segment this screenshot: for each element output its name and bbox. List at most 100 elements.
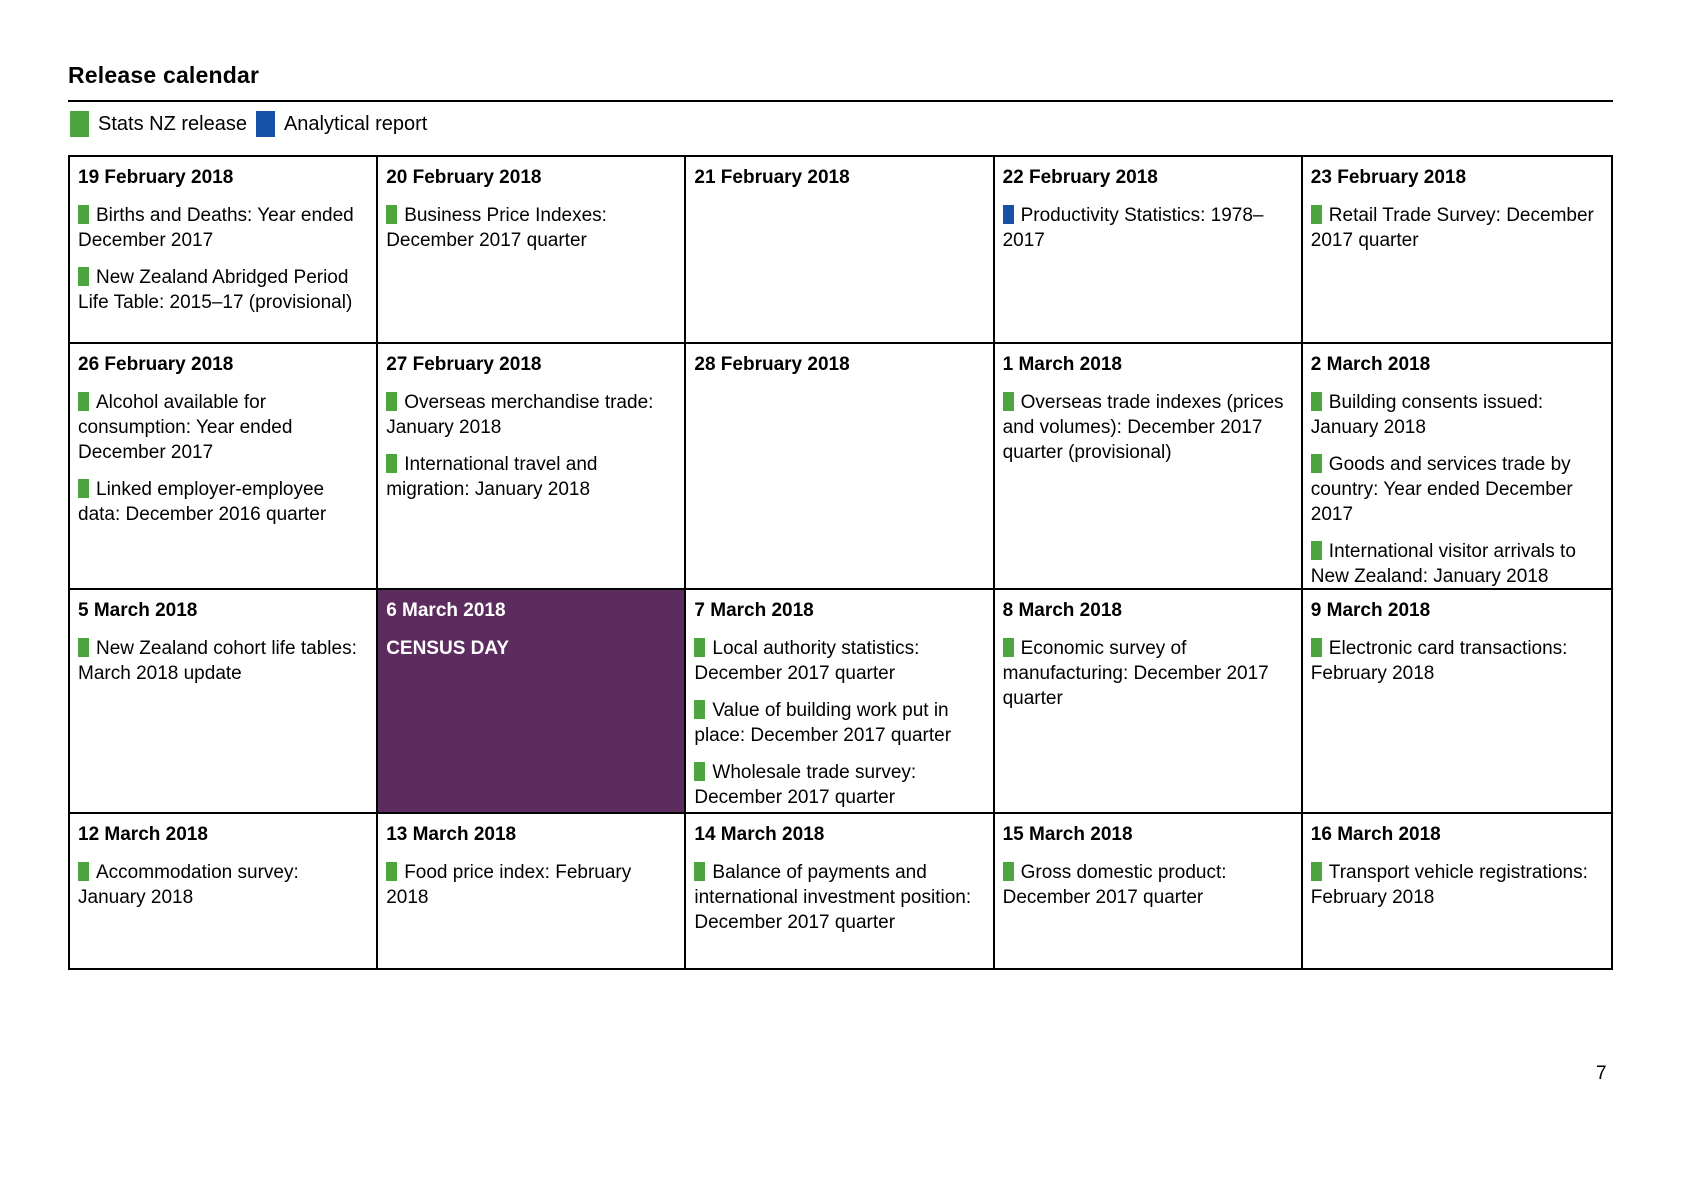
release-item: Goods and services trade by country: Yea… xyxy=(1310,452,1597,527)
stats-nz-release-marker-icon xyxy=(694,638,706,657)
stats-nz-release-marker-icon xyxy=(386,454,398,473)
release-item: Linked employer-employee data: December … xyxy=(78,477,362,527)
calendar-cell: 20 February 2018 Business Price Indexes: … xyxy=(378,157,687,344)
release-item: Retail Trade Survey: December 2017 quart… xyxy=(1310,203,1597,253)
release-legend: Stats NZ release Analytical report xyxy=(70,111,427,137)
release-item-text: International travel and migration: Janu… xyxy=(386,454,598,500)
release-item: Gross domestic product: December 2017 qu… xyxy=(1002,860,1287,910)
release-item-text: Retail Trade Survey: December 2017 quart… xyxy=(1310,205,1594,251)
release-item: Electronic card transactions: February 2… xyxy=(1310,636,1597,686)
stats-nz-release-marker-icon xyxy=(1002,862,1014,881)
calendar-cell: 19 February 2018 Births and Deaths: Year … xyxy=(70,157,379,344)
release-item: New Zealand cohort life tables: March 20… xyxy=(78,636,362,686)
release-item-text: Goods and services trade by country: Yea… xyxy=(1310,454,1573,525)
stats-nz-release-marker-icon xyxy=(78,267,89,286)
calendar-cell: 12 March 2018 Accommodation survey: Janua… xyxy=(70,814,379,968)
release-item-text: Overseas trade indexes (prices and volum… xyxy=(1002,392,1284,463)
stats-nz-release-marker-icon xyxy=(694,762,706,781)
calendar-cell: 5 March 2018 New Zealand cohort life tabl… xyxy=(70,590,379,814)
cell-date: 20 February 2018 xyxy=(386,167,542,188)
stats-nz-release-marker-icon xyxy=(1002,392,1014,411)
cell-date: 7 March 2018 xyxy=(694,600,814,621)
cell-date: 15 March 2018 xyxy=(1002,824,1133,845)
release-item-text: Transport vehicle registrations: Februar… xyxy=(1310,862,1588,908)
release-item: International travel and migration: Janu… xyxy=(386,452,670,502)
cell-date: 1 March 2018 xyxy=(1002,354,1122,375)
cell-date: 27 February 2018 xyxy=(386,354,542,375)
cell-date: 26 February 2018 xyxy=(78,354,234,375)
release-item-text: Business Price Indexes: December 2017 qu… xyxy=(386,205,607,251)
cell-date: 14 March 2018 xyxy=(694,824,825,845)
stats-nz-release-legend-icon xyxy=(70,111,89,137)
release-item: Productivity Statistics: 1978–2017 xyxy=(1002,203,1287,253)
release-item: New Zealand Abridged Period Life Table: … xyxy=(78,265,362,315)
calendar-cell: 23 February 2018 Retail Trade Survey: Dec… xyxy=(1302,157,1611,344)
analytical-report-legend-label: Analytical report xyxy=(283,112,428,135)
release-item: Overseas merchandise trade: January 2018 xyxy=(386,390,670,440)
release-item-text: Wholesale trade survey: December 2017 qu… xyxy=(694,762,917,808)
analytical-report-legend-icon xyxy=(255,111,275,137)
release-item-text: New Zealand cohort life tables: March 20… xyxy=(78,638,357,684)
stats-nz-release-marker-icon xyxy=(1310,541,1322,560)
cell-date: 12 March 2018 xyxy=(78,824,208,845)
calendar-cell: 13 March 2018 Food price index: February … xyxy=(378,814,687,968)
release-item: Wholesale trade survey: December 2017 qu… xyxy=(694,760,978,810)
release-item-text: Accommodation survey: January 2018 xyxy=(78,862,299,908)
calendar-cell: 27 February 2018 Overseas merchandise tra… xyxy=(378,344,687,590)
title-rule xyxy=(68,100,1613,102)
release-item: Local authority statistics: December 201… xyxy=(694,636,978,686)
stats-nz-release-marker-icon xyxy=(78,862,89,881)
stats-nz-release-marker-icon xyxy=(1310,205,1322,224)
release-item: Overseas trade indexes (prices and volum… xyxy=(1002,390,1287,465)
cell-date: 5 March 2018 xyxy=(78,600,198,621)
cell-date: 8 March 2018 xyxy=(1002,600,1122,621)
release-item-text: Linked employer-employee data: December … xyxy=(78,479,327,525)
release-item-text: Alcohol available for consumption: Year … xyxy=(78,392,293,463)
release-item: Economic survey of manufacturing: Decemb… xyxy=(1002,636,1287,711)
calendar-cell: 8 March 2018 Economic survey of manufactu… xyxy=(994,590,1303,814)
stats-nz-release-marker-icon xyxy=(1310,392,1322,411)
release-item: Balance of payments and international in… xyxy=(694,860,978,935)
stats-nz-release-marker-icon xyxy=(1310,454,1322,473)
stats-nz-release-marker-icon xyxy=(386,862,398,881)
calendar-cell: 28 February 2018 xyxy=(686,344,995,590)
release-item: Transport vehicle registrations: Februar… xyxy=(1310,860,1597,910)
release-item: Births and Deaths: Year ended December 2… xyxy=(78,203,362,253)
release-item: International visitor arrivals to New Ze… xyxy=(1310,539,1597,588)
stats-nz-release-marker-icon xyxy=(386,392,398,411)
calendar-cell: 9 March 2018 Electronic card transactions… xyxy=(1302,590,1611,814)
calendar-cell: 1 March 2018 Overseas trade indexes (pric… xyxy=(994,344,1303,590)
calendar-cell: 14 March 2018 Balance of payments and int… xyxy=(686,814,995,968)
release-item-text: Gross domestic product: December 2017 qu… xyxy=(1002,862,1227,908)
release-item: Business Price Indexes: December 2017 qu… xyxy=(386,203,670,253)
calendar-cell: 26 February 2018 Alcohol available for co… xyxy=(70,344,379,590)
release-item-text: Economic survey of manufacturing: Decemb… xyxy=(1002,638,1269,709)
release-item-text: Local authority statistics: December 201… xyxy=(694,638,920,684)
cell-date: 19 February 2018 xyxy=(78,167,234,188)
cell-date: 6 March 2018 xyxy=(386,600,506,621)
stats-nz-release-marker-icon xyxy=(78,479,89,498)
census-day-label: CENSUS DAY xyxy=(386,638,510,659)
release-item: Building consents issued: January 2018 xyxy=(1310,390,1597,440)
cell-date: 13 March 2018 xyxy=(386,824,517,845)
page-number: 7 xyxy=(1596,1063,1607,1084)
stats-nz-release-marker-icon xyxy=(1310,638,1322,657)
cell-date: 9 March 2018 xyxy=(1310,600,1431,621)
calendar-cell: 15 March 2018 Gross domestic product: Dec… xyxy=(994,814,1303,968)
stats-nz-release-marker-icon xyxy=(1310,862,1322,881)
release-item-text: New Zealand Abridged Period Life Table: … xyxy=(78,267,353,313)
page-title: Release calendar xyxy=(68,62,260,88)
release-item: Alcohol available for consumption: Year … xyxy=(78,390,362,465)
stats-nz-release-marker-icon xyxy=(78,392,89,411)
release-item: Value of building work put in place: Dec… xyxy=(694,698,978,748)
calendar-cell: 2 March 2018 Building consents issued: Ja… xyxy=(1302,344,1611,590)
calendar-cell: 21 February 2018 xyxy=(686,157,995,344)
stats-nz-release-marker-icon xyxy=(694,862,706,881)
release-item-text: Productivity Statistics: 1978–2017 xyxy=(1002,205,1264,251)
calendar-cell: 7 March 2018 Local authority statistics: … xyxy=(686,590,995,814)
release-item-text: Balance of payments and international in… xyxy=(694,862,972,933)
release-item: Accommodation survey: January 2018 xyxy=(78,860,362,910)
stats-nz-release-marker-icon xyxy=(694,700,706,719)
release-item-text: Births and Deaths: Year ended December 2… xyxy=(78,205,354,251)
analytical-report-marker-icon xyxy=(1002,205,1014,224)
